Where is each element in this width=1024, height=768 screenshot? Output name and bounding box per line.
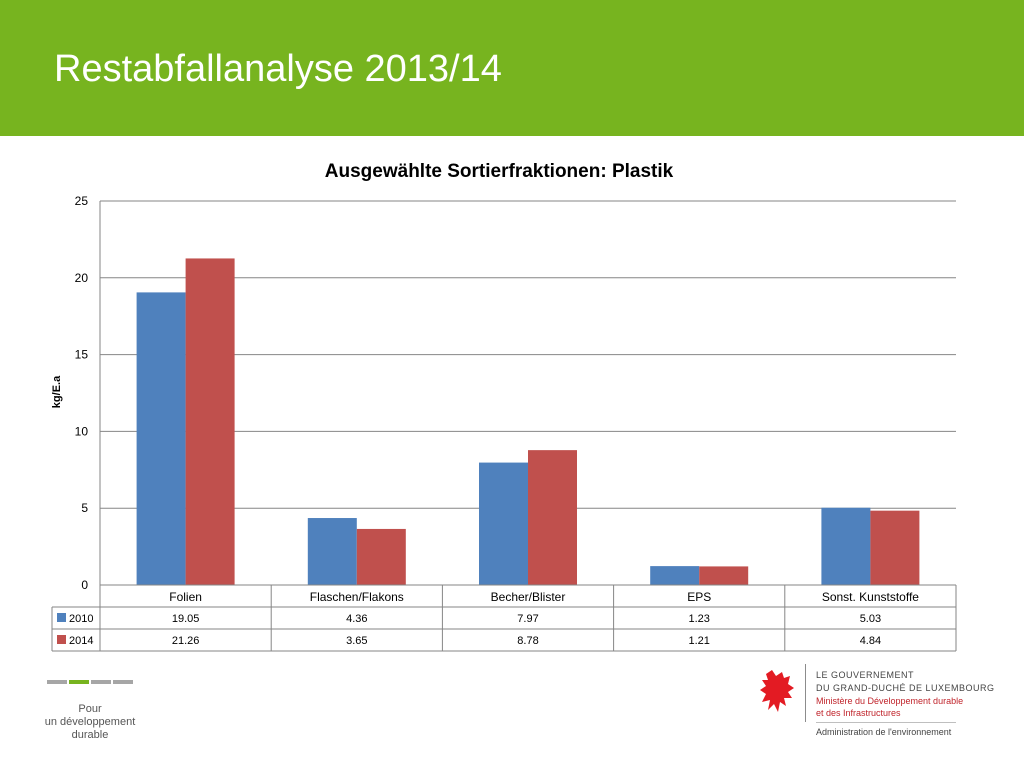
- bar-2014: [185, 258, 235, 585]
- y-tick-label: 15: [75, 348, 89, 362]
- bar-2014: [356, 528, 406, 585]
- data-label: 3.65: [346, 635, 367, 647]
- y-tick-label: 10: [75, 424, 89, 438]
- ministry-line-1: Ministère du Développement durable: [816, 696, 964, 706]
- data-label: 7.97: [517, 613, 538, 625]
- y-tick-label: 20: [75, 271, 89, 285]
- y-tick-label: 5: [81, 501, 88, 515]
- dev-text-line-1: Pour: [78, 703, 102, 715]
- data-label: 8.78: [517, 635, 538, 647]
- logo-dashes: [40, 680, 140, 698]
- legend-label: 2014: [69, 635, 93, 647]
- data-label: 1.21: [688, 635, 709, 647]
- dev-text-line-3: durable: [71, 729, 109, 741]
- y-axis-label: kg/E.a: [51, 375, 63, 408]
- category-label: Becher/Blister: [491, 590, 566, 604]
- bar-chart: Ausgewählte Sortierfraktionen: Plastik k…: [51, 161, 957, 652]
- bar-2014: [699, 566, 749, 585]
- bar-2014: [528, 450, 577, 585]
- bar-2014: [870, 510, 920, 585]
- slide-title: Restabfallanalyse 2013/14: [54, 48, 502, 90]
- bar-2010: [479, 462, 528, 585]
- bars: [136, 258, 920, 585]
- logo-dash: [69, 680, 89, 684]
- chart-title: Ausgewählte Sortierfraktionen: Plastik: [325, 161, 674, 182]
- legend-label: 2010: [69, 613, 93, 625]
- bar-2010: [136, 292, 186, 585]
- data-label: 19.05: [172, 613, 200, 625]
- administration-divider: [816, 722, 956, 723]
- bar-2010: [821, 507, 871, 585]
- y-tick-label: 0: [81, 578, 88, 592]
- category-label: Sonst. Kunststoffe: [822, 590, 919, 604]
- category-label: EPS: [687, 590, 711, 604]
- data-label: 5.03: [860, 613, 881, 625]
- bar-2010: [650, 566, 700, 585]
- data-label: 4.84: [860, 635, 881, 647]
- logo-dash: [113, 680, 133, 684]
- ministry-line-2: et des Infrastructures: [816, 708, 901, 718]
- government-line-1: LE GOUVERNEMENT: [816, 670, 915, 680]
- logo-dash: [91, 680, 111, 684]
- data-label: 4.36: [346, 613, 367, 625]
- bar-2010: [307, 518, 357, 585]
- sustainable-development-logo: Pour un développement durable: [40, 680, 140, 742]
- category-label: Flaschen/Flakons: [310, 590, 404, 604]
- category-label: Folien: [169, 590, 202, 604]
- administration-line: Administration de l'environnement: [816, 727, 952, 737]
- logo-divider: [805, 664, 806, 722]
- data-label: 1.23: [688, 613, 709, 625]
- legend-key-2014: [57, 635, 66, 644]
- data-table: Folien Flaschen/Flakons Becher/Blister EPS S…: [51, 584, 957, 652]
- data-label: 21.26: [172, 635, 200, 647]
- lion-icon: [760, 670, 794, 712]
- government-line-2: DU GRAND-DUCHÉ DE LUXEMBOURG: [816, 683, 995, 693]
- logo-dash: [47, 680, 67, 684]
- y-tick-label: 25: [75, 194, 89, 208]
- header-bar: Restabfallanalyse 2013/14: [0, 0, 1024, 136]
- dev-text-line-2: un développement: [44, 716, 136, 728]
- y-tick-labels: 0 5 10 15 20 25: [75, 194, 89, 592]
- legend-key-2010: [57, 613, 66, 622]
